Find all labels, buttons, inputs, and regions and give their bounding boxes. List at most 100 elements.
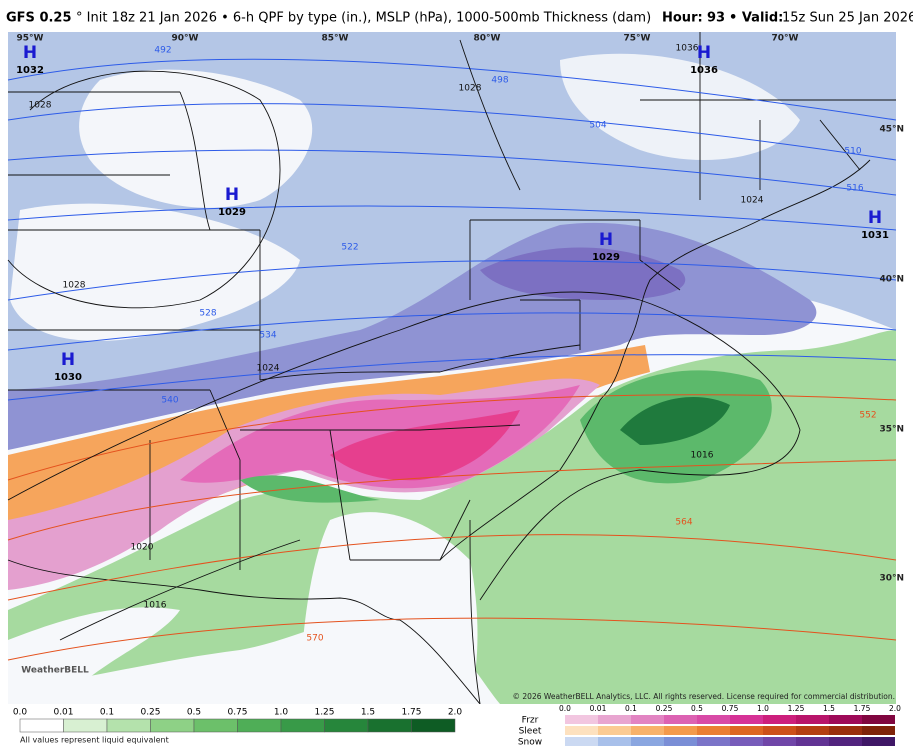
legend-note: All values represent liquid equivalent <box>20 736 169 745</box>
isobars <box>7 39 801 641</box>
rain-swatch <box>19 718 64 733</box>
type-swatch <box>730 737 763 746</box>
type-label: Frzr <box>522 716 539 726</box>
type-swatch <box>631 715 664 724</box>
type-swatch <box>829 715 862 724</box>
type-tick: 1.75 <box>854 704 871 713</box>
rain-tick: 0.0 <box>13 708 28 718</box>
thickness-label: 534 <box>259 331 276 341</box>
rain-tick: 2.0 <box>448 708 463 718</box>
isobar-label: 1020 <box>131 543 154 553</box>
rain-swatch <box>367 718 412 733</box>
rain-swatch <box>411 718 456 733</box>
thickness-label: 498 <box>491 76 508 86</box>
high-symbol: H <box>868 208 882 228</box>
thickness-label: 564 <box>675 518 692 528</box>
longitude-label: 75°W <box>624 34 651 44</box>
rain-tick: 1.0 <box>274 708 289 718</box>
isobar-label: 1016 <box>691 451 714 461</box>
high-pressure: 1032 <box>16 65 44 76</box>
type-tick: 1.5 <box>823 704 835 713</box>
latitude-label: 45°N <box>879 125 904 135</box>
rain-swatch <box>237 718 282 733</box>
snow-gap <box>79 69 313 208</box>
type-swatch <box>664 715 697 724</box>
isobar-label: 1036 <box>676 44 699 54</box>
high-symbol: H <box>697 43 711 63</box>
rain-swatch <box>150 718 195 733</box>
type-swatch <box>598 715 631 724</box>
isobar-label: 1028 <box>459 84 482 94</box>
type-tick: 0.1 <box>625 704 637 713</box>
valid-time: 15z Sun 25 Jan 2026 <box>782 11 913 26</box>
rain-tick: 1.75 <box>401 708 421 718</box>
high-symbol: H <box>225 185 239 205</box>
type-swatch <box>664 737 697 746</box>
high-symbol: H <box>23 43 37 63</box>
high-symbol: H <box>61 350 75 370</box>
thickness-label: 492 <box>154 46 171 56</box>
type-tick: 2.0 <box>889 704 901 713</box>
type-swatch <box>730 726 763 735</box>
type-swatch <box>862 737 895 746</box>
thickness-label: 504 <box>589 121 606 131</box>
type-swatch <box>697 715 730 724</box>
type-swatch <box>730 715 763 724</box>
thickness-label: 528 <box>199 309 216 319</box>
rain-tick: 1.25 <box>314 708 334 718</box>
longitude-label: 95°W <box>17 34 44 44</box>
type-swatch <box>763 737 796 746</box>
rain-tick: 0.5 <box>187 708 201 718</box>
longitude-label: 85°W <box>322 34 349 44</box>
latitude-label: 35°N <box>879 425 904 435</box>
type-tick: 0.5 <box>691 704 703 713</box>
rain-swatch <box>193 718 238 733</box>
type-tick: 0.75 <box>722 704 739 713</box>
high-pressure: 1031 <box>861 230 889 241</box>
thickness-cold <box>7 58 897 401</box>
type-swatch <box>763 715 796 724</box>
borders <box>7 32 896 705</box>
type-swatch <box>862 715 895 724</box>
thickness-warm <box>7 394 897 661</box>
rain-tick: 0.01 <box>53 708 73 718</box>
type-tick: 1.25 <box>788 704 805 713</box>
isobar-label: 1028 <box>29 101 52 111</box>
isobar-label: 1024 <box>741 196 764 206</box>
type-swatch <box>664 726 697 735</box>
rain-swatch <box>324 718 369 733</box>
rain-swatch <box>280 718 325 733</box>
type-swatch <box>565 726 598 735</box>
map: 95°W 90°W 85°W 80°W 75°W 70°W 45°N 40°N 35°N 30°N… <box>7 32 904 705</box>
rain-tick: 0.25 <box>140 708 160 718</box>
type-tick: 0.0 <box>559 704 571 713</box>
rain-swatch <box>106 718 151 733</box>
type-tick: 0.01 <box>590 704 607 713</box>
rain-tick: 0.75 <box>227 708 247 718</box>
type-label: Sleet <box>519 727 542 737</box>
latitude-label: 40°N <box>879 275 904 285</box>
hour-label: Hour: <box>662 11 703 26</box>
snow-gap <box>560 53 800 160</box>
map-description: ° Init 18z 21 Jan 2026 • 6-h QPF by type… <box>76 11 651 26</box>
type-swatch <box>829 726 862 735</box>
type-swatch <box>829 737 862 746</box>
rain-moderate <box>240 475 380 503</box>
type-swatch <box>565 715 598 724</box>
type-swatch <box>565 737 598 746</box>
type-swatch <box>796 726 829 735</box>
rain-swatch <box>63 718 108 733</box>
longitude-label: 90°W <box>172 34 199 44</box>
snow-gap <box>10 203 300 341</box>
type-swatch <box>796 715 829 724</box>
type-swatch <box>862 726 895 735</box>
hour: 93 <box>707 11 725 26</box>
type-tick: 0.25 <box>656 704 673 713</box>
logo: WeatherBELL <box>21 666 89 676</box>
thickness-label: 516 <box>846 184 863 194</box>
high-pressure: 1029 <box>218 207 246 218</box>
type-swatch <box>796 737 829 746</box>
thickness-label: 522 <box>341 243 358 253</box>
high-pressure: 1036 <box>690 65 718 76</box>
